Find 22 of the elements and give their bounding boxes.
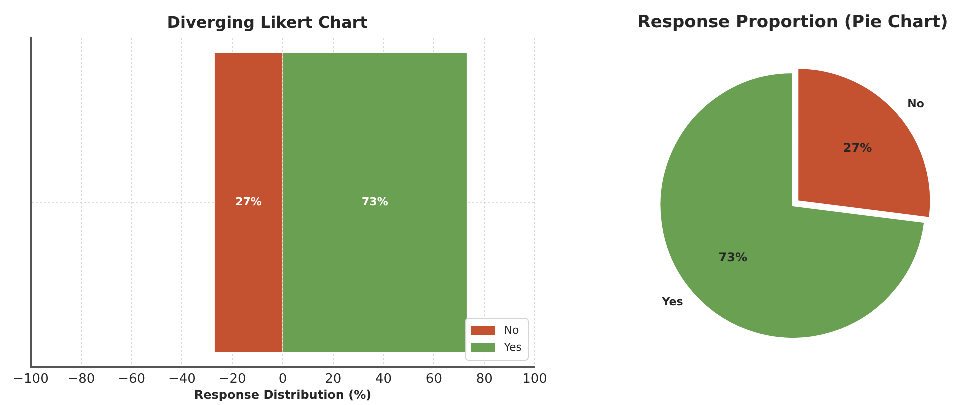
x-tick-label: 100 <box>522 372 548 388</box>
x-tick-label: 60 <box>426 372 442 388</box>
x-tick-label: −80 <box>68 372 96 388</box>
x-tick-label: 20 <box>325 372 342 388</box>
x-tick-label: −60 <box>118 372 146 388</box>
x-tick-label: 80 <box>476 372 493 388</box>
x-tick-label: 40 <box>376 372 392 388</box>
data-label: 73% <box>362 195 388 208</box>
x-tick-label: −40 <box>168 372 196 388</box>
slice-label: Yes <box>661 295 684 308</box>
chart-title: Diverging Likert Chart <box>167 12 368 32</box>
legend-label: No <box>504 324 520 337</box>
x-tick-label: −20 <box>218 372 246 388</box>
slice-label: No <box>908 98 925 111</box>
x-tick-label: 0 <box>278 372 288 388</box>
chart-title: Response Proportion (Pie Chart) <box>638 12 948 33</box>
data-label: 27% <box>843 140 872 155</box>
legend-label: Yes <box>503 340 522 354</box>
x-tick-label: −100 <box>13 372 49 388</box>
data-label: 27% <box>236 195 262 208</box>
data-label: 73% <box>718 250 748 265</box>
x-axis-title: Response Distribution (%) <box>194 388 372 402</box>
